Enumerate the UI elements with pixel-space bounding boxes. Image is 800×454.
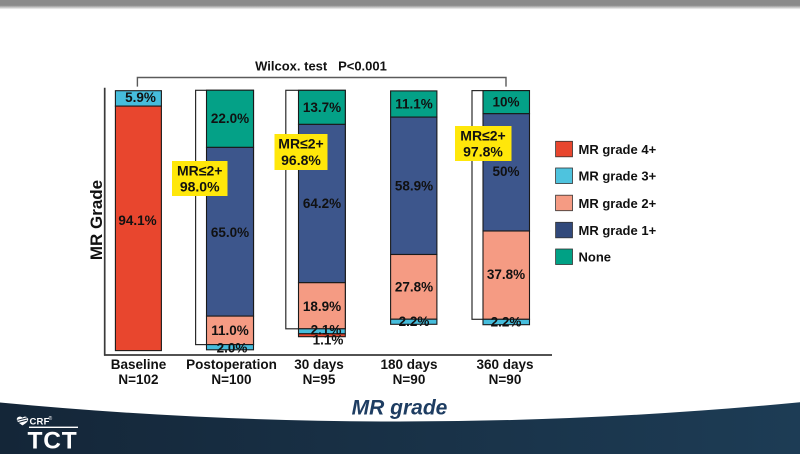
svg-text:MR grade: MR grade <box>352 397 448 420</box>
svg-text:MR≤2+: MR≤2+ <box>460 128 505 144</box>
svg-text:180 days: 180 days <box>380 357 437 372</box>
svg-text:2.2%: 2.2% <box>399 314 430 329</box>
svg-text:MR≤2+: MR≤2+ <box>177 163 222 179</box>
svg-text:22.0%: 22.0% <box>211 111 249 126</box>
svg-text:MR≤2+: MR≤2+ <box>278 136 323 152</box>
svg-text:64.2%: 64.2% <box>303 196 341 211</box>
svg-text:Postoperation: Postoperation <box>186 357 277 372</box>
svg-text:MR grade 2+: MR grade 2+ <box>579 196 657 211</box>
svg-text:N=90: N=90 <box>489 372 522 387</box>
svg-text:10%: 10% <box>492 95 519 110</box>
svg-text:N=102: N=102 <box>118 372 158 387</box>
svg-text:TCT: TCT <box>28 428 78 454</box>
svg-text:N=95: N=95 <box>303 372 336 387</box>
svg-text:11.1%: 11.1% <box>395 97 433 112</box>
svg-text:None: None <box>579 250 612 265</box>
svg-text:18.9%: 18.9% <box>303 299 341 314</box>
svg-text:®: ® <box>49 415 53 422</box>
svg-text:MR Grade: MR Grade <box>87 180 106 260</box>
svg-text:MR grade 4+: MR grade 4+ <box>579 142 657 157</box>
svg-text:Wilcox. test P<0.001: Wilcox. test P<0.001 <box>255 59 387 74</box>
svg-text:27.8%: 27.8% <box>395 279 433 294</box>
svg-text:2.2%: 2.2% <box>491 314 522 329</box>
svg-text:CRF: CRF <box>30 416 50 427</box>
svg-text:360 days: 360 days <box>476 357 533 372</box>
svg-text:N=90: N=90 <box>393 372 426 387</box>
svg-text:94.1%: 94.1% <box>118 213 156 228</box>
svg-text:65.0%: 65.0% <box>211 225 249 240</box>
svg-text:37.8%: 37.8% <box>487 267 525 282</box>
svg-text:5.9%: 5.9% <box>125 90 156 105</box>
svg-text:MR grade 3+: MR grade 3+ <box>579 169 657 184</box>
svg-text:97.8%: 97.8% <box>463 144 503 160</box>
svg-text:MR grade 1+: MR grade 1+ <box>579 223 657 238</box>
svg-text:2.0%: 2.0% <box>217 341 248 356</box>
svg-text:Baseline: Baseline <box>111 357 167 372</box>
svg-text:30 days: 30 days <box>294 357 344 372</box>
svg-text:50%: 50% <box>492 164 519 179</box>
svg-text:58.9%: 58.9% <box>395 178 433 193</box>
svg-text:13.7%: 13.7% <box>303 100 341 115</box>
svg-text:98.0%: 98.0% <box>180 179 220 195</box>
svg-text:2.1%: 2.1% <box>311 323 342 338</box>
svg-text:N=100: N=100 <box>211 372 251 387</box>
svg-text:1.1%: 1.1% <box>313 332 344 347</box>
svg-text:11.0%: 11.0% <box>211 323 249 338</box>
svg-text:96.8%: 96.8% <box>281 152 321 168</box>
